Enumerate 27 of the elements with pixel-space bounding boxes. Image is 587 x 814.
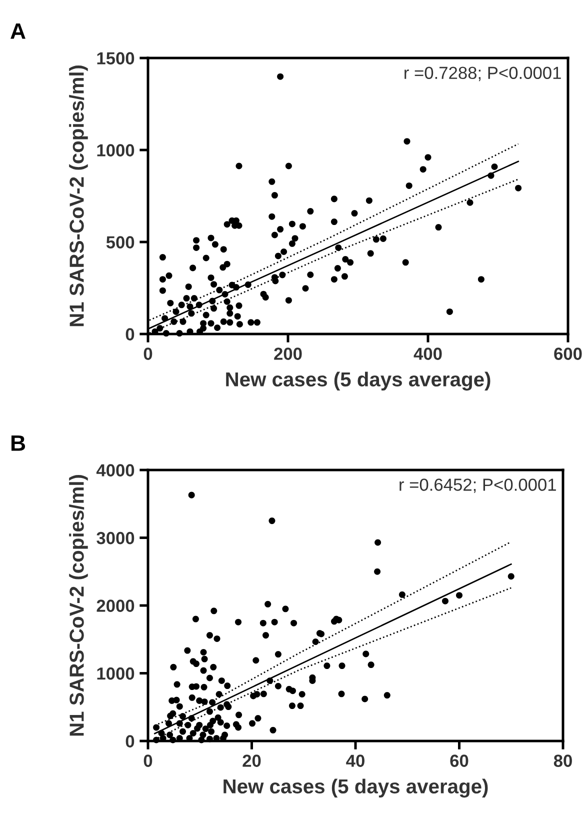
x-tick-label: 20 bbox=[242, 754, 261, 767]
x-tick-label: 60 bbox=[450, 754, 468, 767]
x-tick-label: 0 bbox=[144, 348, 152, 360]
chart-title: B bbox=[11, 435, 26, 451]
y-tick-label: 2000 bbox=[96, 600, 134, 612]
y-tick-label: 4000 bbox=[96, 464, 134, 476]
x-axis-title: New cases (5 days average) bbox=[224, 778, 488, 798]
y-axis-title: N1 SARS-CoV-2 (copies/ml) bbox=[69, 66, 88, 326]
chart-title: A bbox=[10, 23, 26, 39]
annotation: r =0.7288; P<0.0001 bbox=[404, 66, 561, 82]
y-tick-label: 1500 bbox=[97, 52, 134, 64]
x-tick-label: 80 bbox=[554, 754, 572, 767]
y-axis-title: N1 SARS-CoV-2 (copies/ml) bbox=[69, 475, 88, 736]
x-tick-label: 600 bbox=[554, 348, 582, 360]
annotation: r =0.6452; P<0.0001 bbox=[400, 478, 556, 493]
y-tick-label: 1000 bbox=[97, 667, 134, 680]
x-tick-label: 400 bbox=[414, 348, 442, 360]
x-tick-label: 0 bbox=[144, 754, 152, 767]
line-series bbox=[154, 563, 512, 734]
y-tick-label: 500 bbox=[106, 236, 134, 248]
x-tick-label: 200 bbox=[274, 348, 302, 360]
y-tick-label: 3000 bbox=[96, 532, 134, 544]
x-tick-label: 40 bbox=[346, 754, 364, 767]
x-axis-title: New cases (5 days average) bbox=[226, 372, 490, 391]
y-tick-label: 0 bbox=[126, 328, 134, 340]
y-tick-label: 1000 bbox=[97, 144, 134, 156]
y-tick-label: 0 bbox=[126, 735, 134, 748]
